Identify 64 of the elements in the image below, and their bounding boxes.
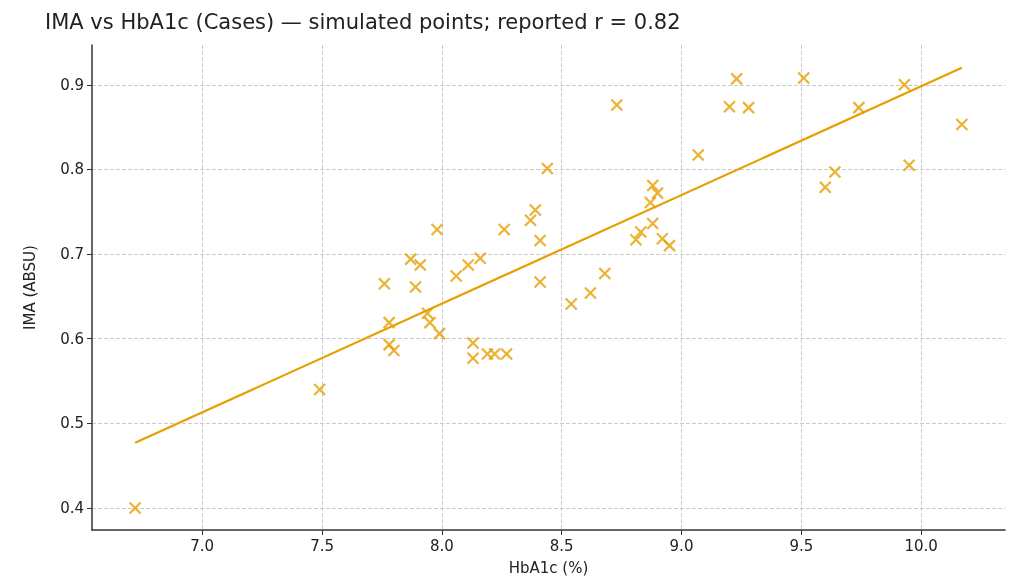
point bbox=[432, 327, 447, 341]
point bbox=[430, 222, 444, 237]
point bbox=[499, 347, 514, 361]
point bbox=[722, 100, 737, 114]
point bbox=[634, 225, 648, 239]
point bbox=[540, 161, 554, 176]
point bbox=[404, 252, 418, 266]
point bbox=[480, 347, 494, 361]
point bbox=[955, 117, 969, 132]
point bbox=[629, 233, 643, 247]
point bbox=[466, 336, 480, 350]
point bbox=[382, 316, 396, 330]
y-axis-title: IMA (ABSU) bbox=[20, 245, 39, 330]
point bbox=[852, 101, 866, 115]
point bbox=[533, 233, 547, 248]
x-tick-label: 7.5 bbox=[310, 536, 334, 555]
point bbox=[413, 258, 427, 272]
point bbox=[473, 251, 487, 265]
point bbox=[466, 351, 480, 365]
point bbox=[487, 347, 502, 361]
point bbox=[598, 266, 612, 281]
x-axis-title: HbA1c (%) bbox=[508, 558, 589, 577]
point bbox=[643, 195, 657, 210]
point bbox=[564, 297, 578, 311]
point bbox=[497, 222, 511, 237]
x-tick-label: 9.5 bbox=[789, 536, 814, 555]
point bbox=[583, 286, 598, 300]
point bbox=[897, 78, 911, 92]
x-tick-label: 8.5 bbox=[549, 536, 574, 555]
y-tick-label: 0.6 bbox=[60, 329, 84, 348]
point bbox=[449, 269, 463, 283]
point bbox=[730, 72, 744, 86]
point bbox=[655, 232, 669, 246]
point bbox=[662, 239, 677, 253]
y-tick-label: 0.5 bbox=[60, 414, 84, 433]
point bbox=[528, 203, 542, 217]
point bbox=[523, 213, 538, 227]
point bbox=[828, 165, 842, 179]
x-tick-label: 9.0 bbox=[669, 536, 694, 555]
point bbox=[382, 338, 396, 352]
point bbox=[387, 343, 401, 358]
y-tick-label: 0.9 bbox=[60, 75, 84, 94]
point bbox=[741, 101, 756, 115]
point bbox=[610, 98, 624, 112]
point bbox=[408, 280, 423, 294]
y-tick-label: 0.7 bbox=[60, 245, 84, 264]
point bbox=[461, 258, 475, 272]
point bbox=[377, 277, 391, 291]
point bbox=[797, 71, 811, 85]
point bbox=[650, 186, 665, 200]
y-tick-label: 0.4 bbox=[60, 498, 84, 517]
y-tick-label: 0.8 bbox=[60, 160, 84, 179]
point bbox=[818, 180, 832, 194]
point bbox=[691, 148, 705, 162]
x-tick-label: 8.0 bbox=[429, 536, 454, 555]
point bbox=[646, 217, 660, 231]
point bbox=[533, 275, 547, 289]
chart-title: IMA vs HbA1c (Cases) — simulated points; reported r = 0.82 bbox=[45, 9, 681, 34]
point bbox=[313, 382, 327, 397]
point bbox=[128, 501, 142, 515]
point bbox=[902, 158, 916, 172]
x-tick-label: 7.0 bbox=[190, 536, 215, 555]
point bbox=[646, 178, 660, 193]
x-tick-label: 10.0 bbox=[904, 536, 938, 555]
